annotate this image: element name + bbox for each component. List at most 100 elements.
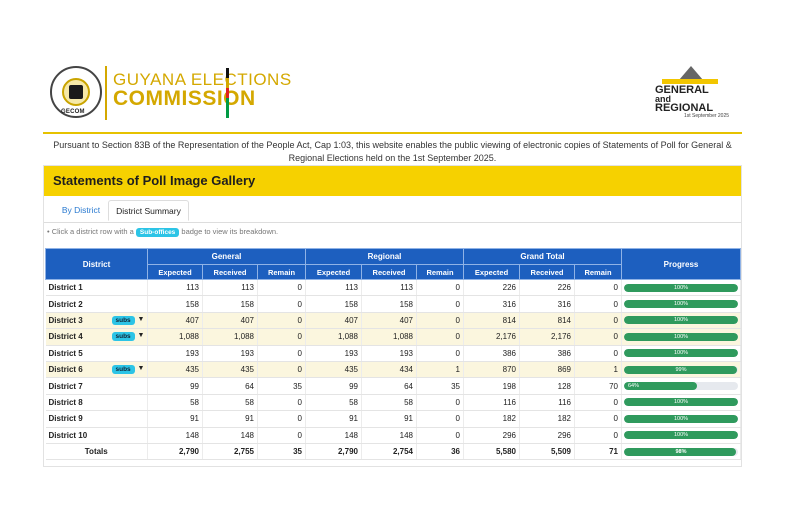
progress-label: 100%	[673, 317, 689, 324]
col-regional-received: Received	[361, 264, 417, 280]
cell-total-expected: 870	[463, 361, 520, 379]
progress-label: 98%	[675, 448, 687, 455]
chevron-down-icon[interactable]: ▼	[137, 364, 145, 372]
election-logo: GENERAL and REGIONAL 1st September 2025	[652, 62, 736, 122]
table-row[interactable]: District 4 subs ▼ 1,088 1,088 0 1,088 1,088 0 2,1…	[45, 328, 741, 346]
cell-total-remain: 0	[574, 279, 622, 297]
header-divider	[43, 132, 742, 134]
subs-badge[interactable]: subs	[111, 332, 135, 342]
hint-text: • Click a district row with a Sub-office…	[47, 227, 278, 237]
gallery-card: Statements of Poll Image Gallery By Dist…	[43, 165, 742, 467]
site-header: GECOM GUYANA ELECTIONS COMMISSION GENERA…	[0, 0, 798, 135]
intro-text: Pursuant to Section 83B of the Represent…	[53, 140, 732, 163]
chevron-down-icon[interactable]: ▼	[137, 332, 145, 340]
table-row: District 7 99 64 35 99 64 35 198 128 70 64%	[45, 377, 741, 395]
table-row[interactable]: District 6 subs ▼ 435 435 0 435 434 1 870 869 1 99%	[45, 361, 741, 379]
cell-regional-remain: 0	[416, 410, 464, 428]
cell-general-received: 193	[202, 345, 258, 362]
cell-regional-received: 64	[361, 377, 417, 395]
subs-badge[interactable]: subs	[111, 315, 135, 325]
cell-general-expected: 407	[147, 312, 203, 330]
cell-total-remain: 0	[574, 427, 622, 444]
progress-cell: 100%	[621, 312, 741, 330]
table-row[interactable]: District 3 subs ▼ 407 407 0 407 407 0 814 814 0 100%	[45, 312, 741, 330]
cell-regional-expected: 435	[305, 361, 362, 379]
progress-bar: 100%	[624, 300, 738, 309]
gallery-title-bar: Statements of Poll Image Gallery	[44, 166, 741, 196]
cell-general-remain: 0	[257, 345, 306, 362]
gecom-wordmark-line1: GUYANA ELECTIONS	[113, 70, 292, 89]
cell-regional-remain: 0	[416, 394, 464, 412]
col-total-remain: Remain	[574, 264, 622, 280]
chevron-down-icon[interactable]: ▼	[137, 315, 145, 323]
tab-district-summary[interactable]: District Summary	[108, 200, 189, 221]
cell-general-remain: 0	[257, 295, 306, 313]
district-name: District 4	[48, 332, 83, 342]
cell-general-received: 2,755	[202, 443, 258, 461]
progress-bar: 100%	[624, 349, 738, 358]
cell-general-expected: 58	[147, 394, 203, 412]
cell-general-expected: 193	[147, 345, 203, 362]
progress-bar: 100%	[624, 332, 738, 341]
cell-regional-remain: 0	[416, 427, 464, 444]
cell-total-expected: 316	[463, 295, 520, 313]
progress-cell: 99%	[621, 361, 741, 379]
progress-bar: 64%	[624, 382, 738, 391]
table-row: District 8 58 58 0 58 58 0 116 116 0 100%	[45, 394, 741, 412]
hint-before: • Click a district row with a	[47, 227, 134, 236]
district-name-cell: District 2	[45, 295, 148, 313]
cell-regional-received: 407	[361, 312, 417, 330]
col-general-received: Received	[202, 264, 258, 280]
cell-general-received: 113	[202, 279, 258, 297]
district-name-cell: District 6 subs ▼	[45, 361, 148, 379]
cell-total-received: 5,509	[519, 443, 575, 461]
tab-by-district[interactable]: By District	[61, 205, 101, 215]
cell-regional-received: 1,088	[361, 328, 417, 346]
district-name: District 7	[48, 381, 83, 391]
progress-bar: 99%	[624, 365, 738, 374]
cell-total-remain: 1	[574, 361, 622, 379]
district-summary-table: District General Regional Grand Total Pr…	[45, 248, 741, 461]
cell-regional-received: 193	[361, 345, 417, 362]
cell-total-remain: 0	[574, 394, 622, 412]
cell-total-received: 116	[519, 394, 575, 412]
progress-bar: 100%	[624, 398, 738, 407]
cell-regional-received: 113	[361, 279, 417, 297]
cell-regional-remain: 0	[416, 328, 464, 346]
progress-bar-fill	[624, 447, 736, 456]
cell-general-expected: 158	[147, 295, 203, 313]
progress-bar-fill	[624, 316, 738, 325]
progress-bar-fill	[624, 382, 697, 391]
progress-bar-fill	[624, 414, 738, 423]
cell-general-received: 58	[202, 394, 258, 412]
cell-total-remain: 0	[574, 410, 622, 428]
district-name-cell: District 7	[45, 377, 148, 395]
progress-cell: 100%	[621, 279, 741, 297]
gecom-seal-icon	[50, 66, 102, 118]
cell-regional-expected: 407	[305, 312, 362, 330]
cell-regional-expected: 1,088	[305, 328, 362, 346]
sub-offices-badge: Sub-offices	[135, 228, 180, 237]
totals-row: Totals 2,790 2,755 35 2,790 2,754 36 5,580 5,509…	[45, 443, 741, 461]
cell-total-received: 316	[519, 295, 575, 313]
cell-general-received: 148	[202, 427, 258, 444]
cell-total-expected: 226	[463, 279, 520, 297]
district-name-cell: District 4 subs ▼	[45, 328, 148, 346]
district-name: District 9	[48, 414, 83, 424]
district-name: District 5	[48, 348, 83, 358]
cell-general-remain: 35	[257, 443, 306, 461]
progress-label: 100%	[673, 415, 689, 422]
col-regional-remain: Remain	[416, 264, 464, 280]
district-name-cell: District 5	[45, 345, 148, 362]
cell-total-expected: 814	[463, 312, 520, 330]
cell-total-remain: 0	[574, 328, 622, 346]
cell-general-expected: 2,790	[147, 443, 203, 461]
cell-general-remain: 0	[257, 361, 306, 379]
cell-total-remain: 70	[574, 377, 622, 395]
cell-regional-remain: 1	[416, 361, 464, 379]
subs-badge[interactable]: subs	[111, 364, 135, 374]
cell-regional-expected: 91	[305, 410, 362, 428]
cell-general-expected: 113	[147, 279, 203, 297]
cell-regional-expected: 2,790	[305, 443, 362, 461]
col-regional-expected: Expected	[305, 264, 362, 280]
